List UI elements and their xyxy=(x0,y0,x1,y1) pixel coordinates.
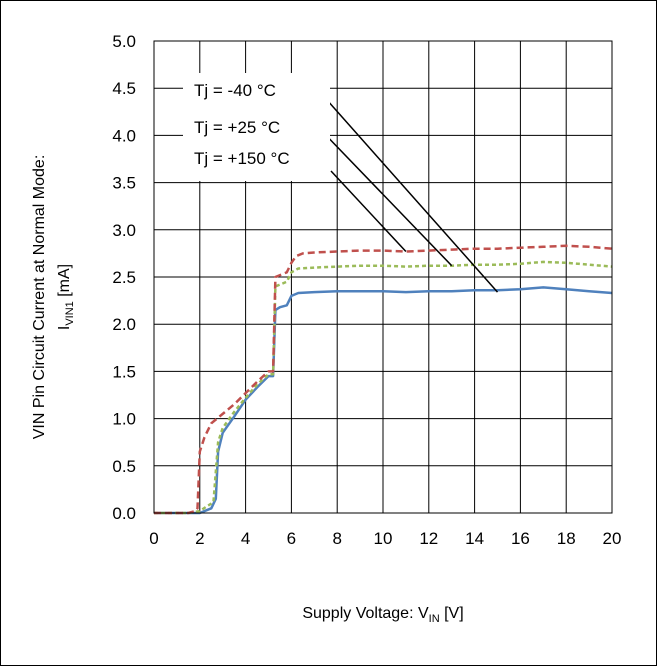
y-axis-label-line1: VIN Pin Circuit Current at Normal Mode: xyxy=(31,155,48,440)
series-layer xyxy=(154,244,613,515)
legend: Tj = -40 °C Tj = +25 °C Tj = +150 °C xyxy=(183,73,330,181)
y-tick-label: 2.0 xyxy=(112,315,136,334)
y-tick-label: 5.0 xyxy=(112,32,136,51)
legend-box xyxy=(183,73,330,181)
x-tick-labels: 0 2 4 6 8 10 12 14 16 18 20 xyxy=(149,529,621,548)
y-tick-label: 4.5 xyxy=(112,79,136,98)
x-tick-label: 2 xyxy=(195,529,204,548)
x-axis-label: Supply Voltage: VIN [V] xyxy=(302,605,463,625)
y-tick-label: 1.5 xyxy=(112,362,136,381)
legend-label-1: Tj = -40 °C xyxy=(194,81,276,100)
legend-label-3: Tj = +150 °C xyxy=(194,149,290,168)
x-tick-label: 12 xyxy=(419,529,438,548)
x-tick-label: 0 xyxy=(149,529,158,548)
leader-line-1 xyxy=(318,90,499,293)
legend-label-2: Tj = +25 °C xyxy=(194,118,280,137)
series-line-1 xyxy=(154,286,613,515)
y-tick-labels: 0.0 0.5 1.0 1.5 2.0 2.5 3.0 3.5 4.0 4.5 5.0 xyxy=(112,32,136,523)
leader-line-2 xyxy=(318,127,453,267)
x-tick-label: 6 xyxy=(287,529,296,548)
x-tick-label: 18 xyxy=(557,529,576,548)
y-tick-label: 1.0 xyxy=(112,410,136,429)
x-tick-label: 10 xyxy=(374,529,393,548)
y-tick-label: 3.5 xyxy=(112,174,136,193)
series-line-2 xyxy=(154,260,613,515)
x-tick-label: 16 xyxy=(511,529,530,548)
y-tick-label: 0.5 xyxy=(112,457,136,476)
leader-line-3 xyxy=(330,170,407,253)
x-tick-label: 8 xyxy=(332,529,341,548)
y-axis-label-line2: IVIN1 [mA] xyxy=(56,264,76,330)
x-tick-label: 14 xyxy=(465,529,484,548)
annotation-leaders xyxy=(318,90,499,293)
plot-border xyxy=(153,40,613,514)
y-tick-label: 3.0 xyxy=(112,221,136,240)
y-tick-label: 4.0 xyxy=(112,126,136,145)
x-tick-label: 20 xyxy=(603,529,622,548)
y-tick-label: 2.5 xyxy=(112,268,136,287)
x-tick-label: 4 xyxy=(241,529,250,548)
y-axis-label: VIN Pin Circuit Current at Normal Mode: … xyxy=(31,155,76,440)
series-line-3 xyxy=(154,244,613,515)
y-tick-label: 0.0 xyxy=(112,504,136,523)
